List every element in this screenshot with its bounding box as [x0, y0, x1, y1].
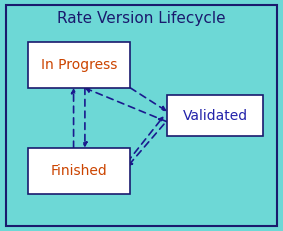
FancyBboxPatch shape — [6, 5, 277, 226]
FancyBboxPatch shape — [28, 148, 130, 194]
Text: Finished: Finished — [51, 164, 108, 178]
Text: Rate Version Lifecycle: Rate Version Lifecycle — [57, 11, 226, 26]
Text: Validated: Validated — [183, 109, 248, 122]
FancyBboxPatch shape — [167, 95, 263, 136]
Text: In Progress: In Progress — [41, 58, 117, 72]
FancyBboxPatch shape — [28, 42, 130, 88]
